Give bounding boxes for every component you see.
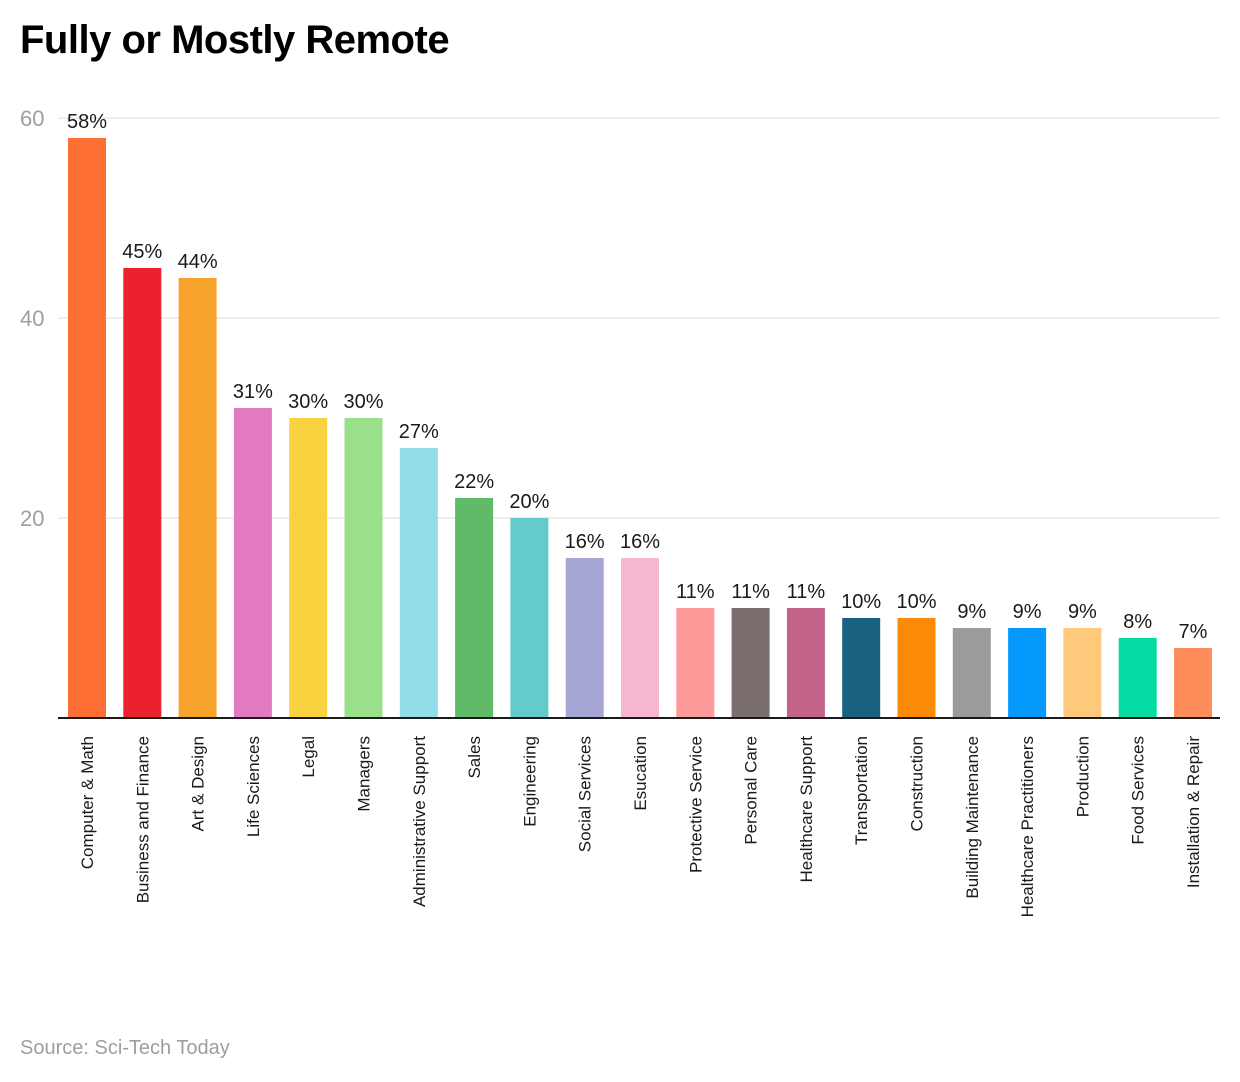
bar: [399, 448, 438, 718]
x-tick-label: Healthcare Support: [797, 736, 816, 883]
bar: [786, 608, 825, 718]
bar: [1118, 638, 1157, 718]
bar: [1174, 648, 1212, 718]
data-label: 16%: [620, 531, 660, 553]
y-tick-label: 40: [20, 306, 44, 331]
data-label: 9%: [1013, 601, 1042, 623]
data-label: 27%: [399, 421, 439, 443]
y-tick-label: 20: [20, 506, 44, 531]
data-label: 45%: [122, 241, 162, 263]
data-label: 44%: [178, 251, 218, 273]
bar: [510, 518, 549, 718]
bar: [676, 608, 715, 718]
bar: [842, 618, 881, 718]
bar: [731, 608, 770, 718]
x-tick-label: Building Maintenance: [963, 736, 982, 899]
data-label: 11%: [731, 581, 770, 603]
source-note: Source: Sci-Tech Today: [20, 1037, 230, 1059]
bar: [289, 418, 328, 718]
data-label: 7%: [1179, 621, 1208, 643]
x-tick-label: Managers: [355, 736, 374, 812]
x-tick-label: Personal Care: [742, 736, 761, 845]
data-label: 58%: [67, 111, 107, 133]
x-tick-label: Healthcare Practitioners: [1018, 736, 1037, 917]
data-label: 22%: [454, 471, 494, 493]
x-tick-label: Legal: [299, 736, 318, 778]
bar: [1008, 628, 1047, 718]
bar: [233, 408, 272, 718]
x-tick-label: Transportation: [852, 736, 871, 845]
data-label: 30%: [288, 391, 328, 413]
data-label: 30%: [343, 391, 383, 413]
bar: [68, 138, 106, 718]
data-label: 8%: [1123, 611, 1152, 633]
bar: [123, 268, 162, 718]
x-tick-label: Business and Finance: [133, 736, 152, 903]
x-tick-label: Life Sciences: [244, 736, 263, 837]
data-label: 9%: [1068, 601, 1097, 623]
data-label: 11%: [676, 581, 715, 603]
x-tick-label: Protective Service: [686, 736, 705, 873]
y-tick-label: 60: [20, 106, 44, 131]
bar: [178, 278, 217, 718]
x-tick-label: Computer & Math: [78, 736, 97, 869]
x-tick-label: Engineering: [520, 736, 539, 827]
x-tick-label: Production: [1073, 736, 1092, 817]
x-tick-label: Sales: [465, 736, 484, 779]
x-tick-label: Food Services: [1129, 736, 1148, 845]
x-tick-label: Administrative Support: [410, 736, 429, 907]
x-tick-label: Construction: [908, 736, 927, 831]
data-label: 11%: [787, 581, 826, 603]
data-label: 9%: [957, 601, 986, 623]
bar: [1063, 628, 1102, 718]
x-tick-label: Social Services: [576, 736, 595, 852]
x-tick-label: Installation & Repair: [1184, 736, 1203, 888]
bar: [455, 498, 494, 718]
bar: [897, 618, 936, 718]
data-label: 10%: [896, 591, 936, 613]
chart-title: Fully or Mostly Remote: [20, 18, 450, 62]
x-tick-label: Art & Design: [189, 736, 208, 831]
bar: [344, 418, 383, 718]
bar: [565, 558, 604, 718]
x-tick-label: Esucation: [631, 736, 650, 811]
data-label: 10%: [841, 591, 881, 613]
bar: [621, 558, 659, 718]
bar: [952, 628, 991, 718]
data-label: 16%: [565, 531, 605, 553]
data-label: 20%: [509, 491, 549, 513]
data-label: 31%: [233, 381, 273, 403]
